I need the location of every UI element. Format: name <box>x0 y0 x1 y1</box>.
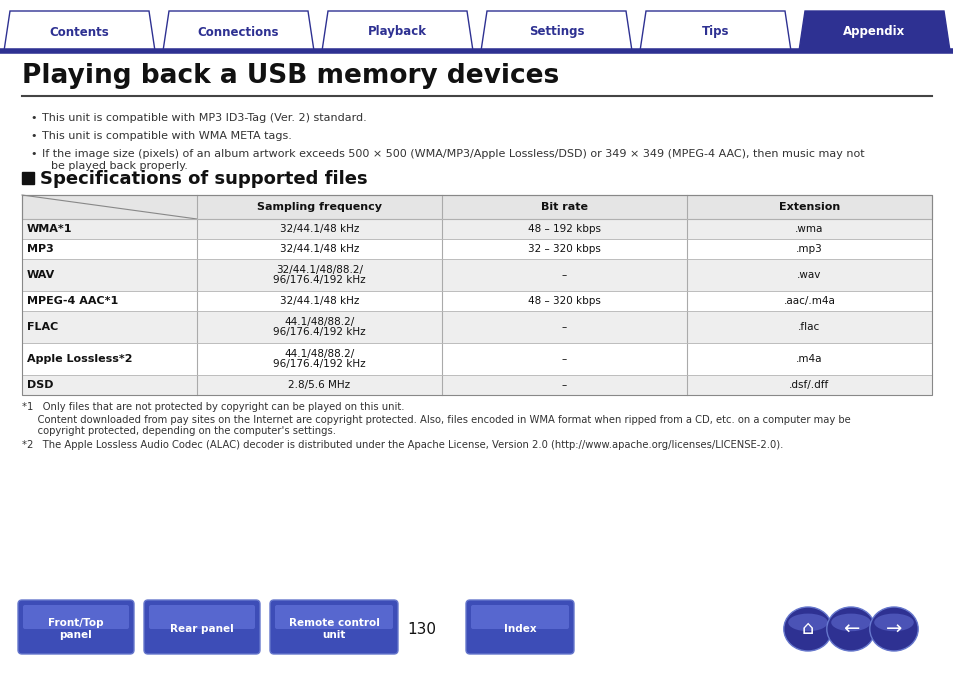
Ellipse shape <box>830 614 870 631</box>
Text: .aac/.m4a: .aac/.m4a <box>782 296 835 306</box>
Text: This unit is compatible with WMA META tags.: This unit is compatible with WMA META ta… <box>42 131 292 141</box>
Text: →: → <box>885 620 902 639</box>
Text: This unit is compatible with MP3 ID3-Tag (Ver. 2) standard.: This unit is compatible with MP3 ID3-Tag… <box>42 113 366 123</box>
Text: Connections: Connections <box>197 26 279 38</box>
FancyBboxPatch shape <box>18 600 133 654</box>
Text: 48 – 320 kbps: 48 – 320 kbps <box>528 296 600 306</box>
Ellipse shape <box>873 614 913 631</box>
Text: 44.1/48/88.2/: 44.1/48/88.2/ <box>284 349 355 359</box>
Bar <box>22 239 931 259</box>
Text: MP3: MP3 <box>27 244 53 254</box>
FancyBboxPatch shape <box>23 605 129 629</box>
Text: Tips: Tips <box>701 26 728 38</box>
Text: ⌂: ⌂ <box>801 620 813 639</box>
Bar <box>22 219 931 239</box>
Text: *2   The Apple Lossless Audio Codec (ALAC) decoder is distributed under the Apac: *2 The Apple Lossless Audio Codec (ALAC)… <box>22 440 782 450</box>
FancyBboxPatch shape <box>471 605 568 629</box>
Polygon shape <box>163 11 314 51</box>
Text: Playback: Playback <box>368 26 427 38</box>
Ellipse shape <box>787 614 827 631</box>
Text: Index: Index <box>503 624 536 634</box>
Text: If the image size (pixels) of an album artwork exceeds 500 × 500 (WMA/MP3/Apple : If the image size (pixels) of an album a… <box>42 149 863 159</box>
Text: *1   Only files that are not protected by copyright can be played on this unit.: *1 Only files that are not protected by … <box>22 402 404 412</box>
Text: •: • <box>30 149 36 159</box>
Ellipse shape <box>783 607 831 651</box>
Text: 2.8/5.6 MHz: 2.8/5.6 MHz <box>288 380 350 390</box>
FancyBboxPatch shape <box>144 600 260 654</box>
Text: Playing back a USB memory devices: Playing back a USB memory devices <box>22 63 558 89</box>
Text: .m4a: .m4a <box>796 354 821 364</box>
Text: 32/44.1/48/88.2/: 32/44.1/48/88.2/ <box>275 265 363 275</box>
Text: Remote control
unit: Remote control unit <box>288 618 379 640</box>
Text: Apple Lossless*2: Apple Lossless*2 <box>27 354 132 364</box>
Text: MPEG-4 AAC*1: MPEG-4 AAC*1 <box>27 296 118 306</box>
Text: •: • <box>30 113 36 123</box>
Polygon shape <box>799 11 949 51</box>
Bar <box>22 259 931 291</box>
Bar <box>22 311 931 343</box>
Text: –: – <box>561 270 566 280</box>
Text: .wma: .wma <box>795 224 822 234</box>
Text: –: – <box>561 380 566 390</box>
Text: 32/44.1/48 kHz: 32/44.1/48 kHz <box>279 296 359 306</box>
Bar <box>22 195 931 395</box>
Text: .dsf/.dff: .dsf/.dff <box>788 380 829 390</box>
Text: WMA*1: WMA*1 <box>27 224 72 234</box>
Bar <box>22 375 931 395</box>
Bar <box>22 172 34 184</box>
Text: 130: 130 <box>407 621 436 637</box>
Bar <box>22 195 931 219</box>
Text: 32/44.1/48 kHz: 32/44.1/48 kHz <box>279 244 359 254</box>
Text: Contents: Contents <box>50 26 110 38</box>
FancyBboxPatch shape <box>149 605 254 629</box>
Text: Front/Top
panel: Front/Top panel <box>49 618 104 640</box>
Text: Sampling frequency: Sampling frequency <box>256 202 381 212</box>
Text: 44.1/48/88.2/: 44.1/48/88.2/ <box>284 317 355 327</box>
Text: .wav: .wav <box>797 270 821 280</box>
Text: ←: ← <box>841 620 859 639</box>
Text: –: – <box>561 354 566 364</box>
Polygon shape <box>322 11 473 51</box>
Text: .flac: .flac <box>798 322 820 332</box>
Ellipse shape <box>826 607 874 651</box>
Text: Bit rate: Bit rate <box>540 202 587 212</box>
Text: .mp3: .mp3 <box>796 244 822 254</box>
Text: 48 – 192 kbps: 48 – 192 kbps <box>527 224 600 234</box>
Text: 96/176.4/192 kHz: 96/176.4/192 kHz <box>273 359 365 369</box>
FancyBboxPatch shape <box>465 600 574 654</box>
Text: 96/176.4/192 kHz: 96/176.4/192 kHz <box>273 327 365 337</box>
Text: copyright protected, depending on the computer's settings.: copyright protected, depending on the co… <box>22 426 335 436</box>
Text: Settings: Settings <box>528 26 583 38</box>
Text: 32 – 320 kbps: 32 – 320 kbps <box>528 244 600 254</box>
Text: Appendix: Appendix <box>842 26 904 38</box>
Text: Content downloaded from pay sites on the Internet are copyright protected. Also,: Content downloaded from pay sites on the… <box>22 415 850 425</box>
Text: Extension: Extension <box>778 202 840 212</box>
Text: –: – <box>561 322 566 332</box>
Bar <box>22 343 931 375</box>
Text: be played back properly.: be played back properly. <box>51 161 188 171</box>
Ellipse shape <box>869 607 917 651</box>
Text: Specifications of supported files: Specifications of supported files <box>40 170 367 188</box>
Bar <box>22 291 931 311</box>
Polygon shape <box>480 11 631 51</box>
Polygon shape <box>639 11 790 51</box>
Text: •: • <box>30 131 36 141</box>
Text: 96/176.4/192 kHz: 96/176.4/192 kHz <box>273 275 365 285</box>
Text: FLAC: FLAC <box>27 322 58 332</box>
Text: WAV: WAV <box>27 270 55 280</box>
FancyBboxPatch shape <box>274 605 393 629</box>
FancyBboxPatch shape <box>270 600 397 654</box>
Text: Rear panel: Rear panel <box>170 624 233 634</box>
Text: DSD: DSD <box>27 380 53 390</box>
Text: 32/44.1/48 kHz: 32/44.1/48 kHz <box>279 224 359 234</box>
Polygon shape <box>4 11 154 51</box>
